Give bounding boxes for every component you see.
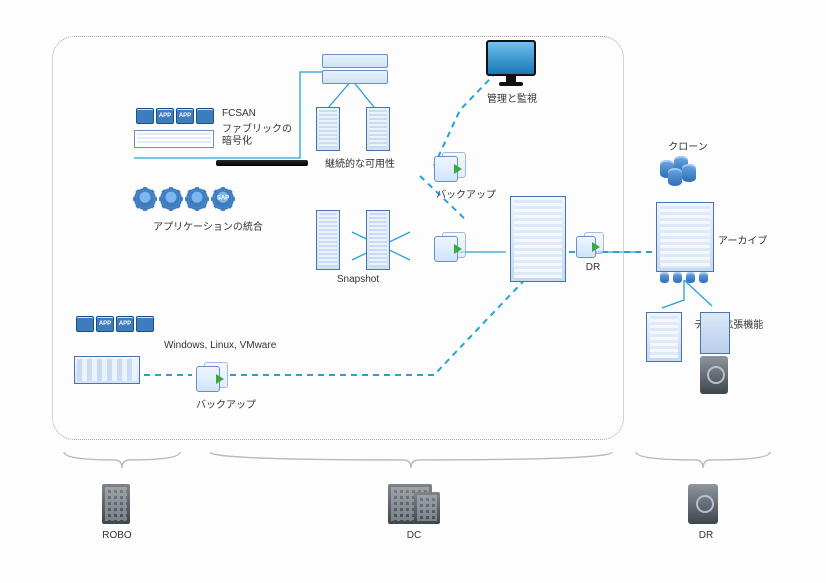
label-zone-dc: DC	[394, 530, 434, 541]
tape-drive-icon	[700, 356, 728, 394]
label-backup-bottom: バックアップ	[186, 396, 266, 411]
ha-top-servers	[322, 54, 386, 66]
label-ha: 継続的な可用性	[310, 155, 410, 170]
label-zone-robo: ROBO	[92, 530, 142, 541]
label-dr-link: DR	[578, 262, 608, 273]
label-zone-dr: DR	[686, 530, 726, 541]
monitor-icon	[486, 40, 536, 86]
fc-switch-icon	[216, 160, 308, 166]
server-tray-icon	[134, 130, 214, 148]
brace-dc	[210, 450, 612, 472]
robo-storage-icon	[74, 356, 140, 384]
label-wlv: Windows, Linux, VMware	[164, 340, 276, 351]
brace-dr	[636, 450, 770, 472]
dr-server-icon	[700, 312, 730, 354]
label-clone: クローン	[658, 138, 718, 153]
label-fcsan-1: FCSAN	[222, 108, 256, 119]
dr-storage-icon	[656, 202, 714, 272]
robo-building-icon	[102, 484, 130, 524]
dr-small-storage-icon	[646, 312, 682, 362]
label-backup-top: バックアップ	[426, 186, 506, 201]
primary-storage-icon	[510, 196, 566, 282]
brace-robo	[64, 450, 180, 472]
label-fcsan-3: 暗号化	[222, 132, 252, 147]
dr-safe-icon	[688, 484, 718, 524]
label-app-integration: アプリケーションの統合	[128, 218, 288, 233]
label-snapshot: Snapshot	[318, 274, 398, 285]
label-mgmt: 管理と監視	[482, 90, 542, 105]
label-archive: アーカイブ	[718, 232, 767, 247]
diagram-root: 管理と監視 継続的な可用性 バックアップ Snapshot DR FCSAN フ…	[0, 0, 826, 583]
